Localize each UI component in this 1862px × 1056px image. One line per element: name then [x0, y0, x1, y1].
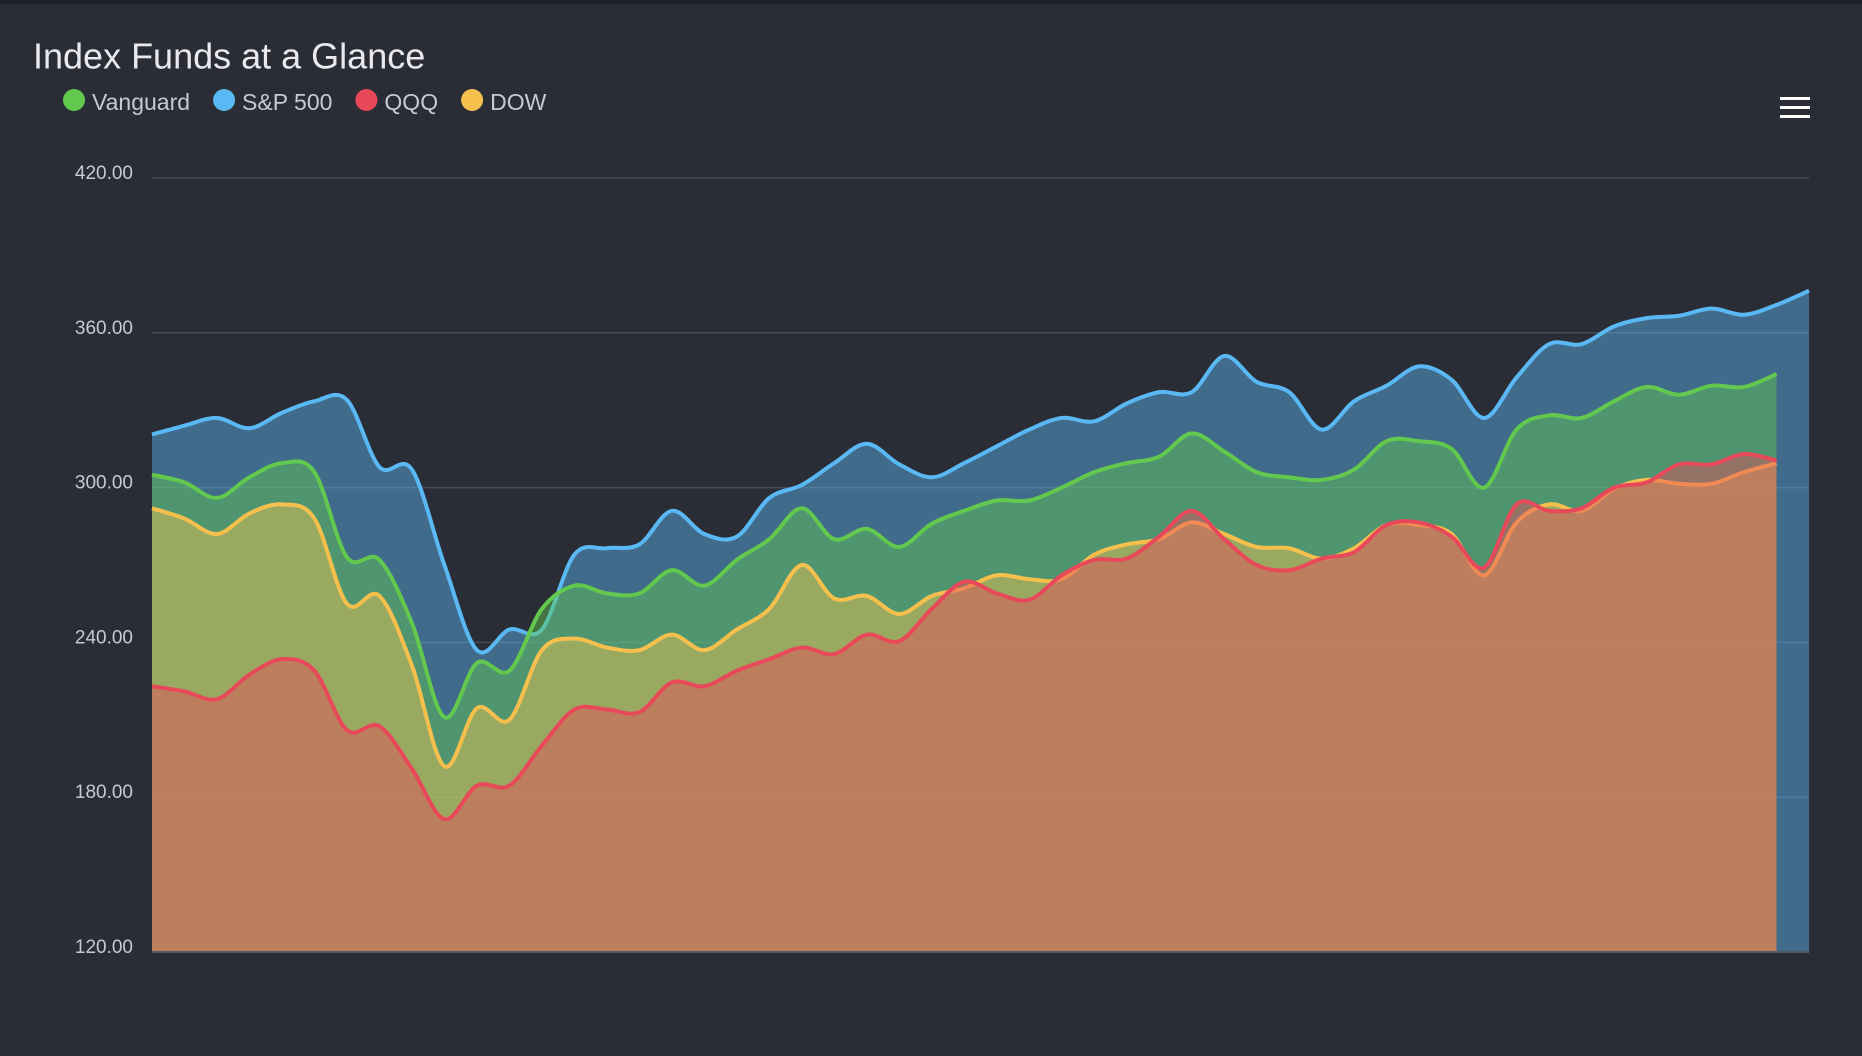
top-border: [0, 0, 1862, 4]
area: [152, 463, 1777, 952]
menu-bar: [1780, 106, 1810, 109]
menu-bar: [1780, 97, 1810, 100]
chart-title: Index Funds at a Glance: [33, 36, 425, 77]
menu-icon[interactable]: [1780, 97, 1810, 118]
legend-label: S&P 500: [242, 89, 332, 115]
y-tick-label: 240.00: [75, 627, 133, 648]
line: [151, 288, 1810, 655]
series: [151, 452, 1777, 952]
legend-swatch: [461, 89, 484, 111]
area: [152, 290, 1809, 953]
legend-swatch: [355, 89, 378, 111]
legend-swatch: [63, 89, 85, 111]
menu-bar: [1780, 115, 1810, 118]
legend-label: Vanguard: [92, 89, 190, 115]
y-tick-label: 420.00: [75, 163, 133, 184]
legend-swatch: [213, 89, 236, 111]
y-tick-label: 180.00: [75, 782, 133, 803]
y-tick-label: 360.00: [75, 318, 133, 339]
area: [152, 374, 1777, 953]
legend-label: DOW: [490, 89, 547, 115]
series: [151, 372, 1778, 953]
line: [151, 372, 1778, 720]
line: [151, 452, 1777, 822]
area: [152, 454, 1777, 952]
series: [151, 288, 1810, 953]
y-tick-label: 300.00: [75, 473, 133, 494]
legend-label: QQQ: [384, 89, 438, 115]
y-tick-label: 120.00: [75, 937, 133, 958]
